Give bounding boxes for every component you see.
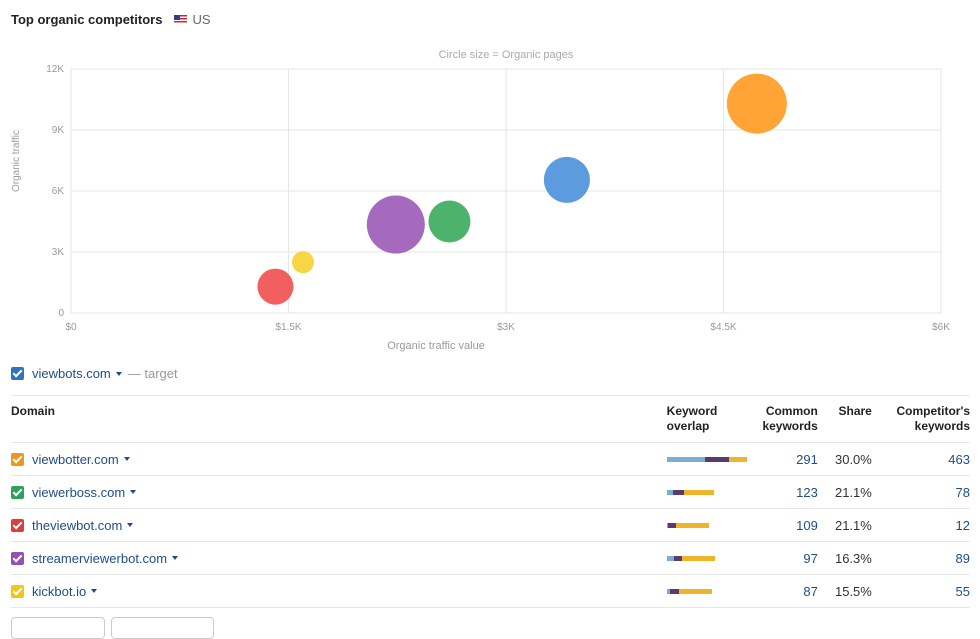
chevron-down-icon[interactable] bbox=[91, 589, 98, 593]
competitor-keywords-link[interactable]: 89 bbox=[955, 550, 970, 566]
row-checkbox[interactable] bbox=[11, 518, 24, 532]
competitor-domain[interactable]: viewbotter.com bbox=[32, 451, 119, 467]
y-tick-label: 3K bbox=[52, 247, 65, 258]
x-axis-label: Organic traffic value bbox=[387, 340, 485, 352]
overlap-cell bbox=[666, 508, 755, 542]
common-keywords-link[interactable]: 109 bbox=[796, 517, 818, 533]
domain-cell: kickbot.io bbox=[11, 574, 667, 608]
competitor-keywords-link[interactable]: 78 bbox=[955, 484, 970, 500]
common-keywords-link[interactable]: 87 bbox=[803, 583, 818, 599]
common-keywords-cell: 123 bbox=[754, 475, 818, 509]
target-checkbox[interactable] bbox=[11, 367, 24, 380]
common-keywords-link[interactable]: 291 bbox=[796, 451, 818, 467]
competitor-domain[interactable]: kickbot.io bbox=[32, 583, 87, 599]
chevron-down-icon[interactable] bbox=[123, 457, 130, 461]
keyword-overlap-bar bbox=[666, 522, 709, 528]
col-competitor-keywords: Competitor's keywords bbox=[871, 395, 970, 443]
share-cell: 15.5% bbox=[817, 574, 872, 608]
chevron-down-icon[interactable] bbox=[172, 556, 179, 560]
y-tick-label: 6K bbox=[52, 186, 65, 197]
overlap-cell bbox=[666, 442, 755, 476]
common-keywords-cell: 109 bbox=[754, 508, 818, 542]
target-legend: viewbots.com — target bbox=[11, 366, 178, 381]
competitor-keywords-link[interactable]: 12 bbox=[955, 517, 970, 533]
overlap-cell bbox=[666, 541, 755, 575]
competitor-bubble bbox=[257, 268, 294, 305]
chevron-down-icon[interactable] bbox=[127, 523, 134, 527]
common-keywords-cell: 291 bbox=[754, 442, 818, 476]
competitors-table: Domain Keyword overlap Common keywords Sha… bbox=[11, 395, 970, 608]
keyword-overlap-bar bbox=[666, 456, 747, 462]
x-tick-label: $4.5K bbox=[710, 322, 736, 333]
competitor-bubble bbox=[366, 195, 425, 254]
domain-cell: viewerboss.com bbox=[11, 475, 667, 509]
competitor-domain[interactable]: viewerboss.com bbox=[32, 484, 126, 500]
x-tick-label: $0 bbox=[65, 322, 77, 333]
competitor-domain[interactable]: streamerviewerbot.com bbox=[32, 550, 168, 566]
x-tick-label: $1.5K bbox=[275, 322, 301, 333]
col-keyword-overlap: Keyword overlap bbox=[666, 395, 755, 443]
domain-cell: viewbotter.com bbox=[11, 442, 667, 476]
table-row: theviewbot.com 109 21.1% 12 bbox=[11, 508, 970, 542]
competitor-keywords-cell: 89 bbox=[871, 541, 970, 575]
common-keywords-cell: 87 bbox=[754, 574, 818, 608]
chart-title: Circle size = Organic pages bbox=[439, 49, 574, 61]
table-row: viewbotter.com 291 30.0% 463 bbox=[11, 442, 970, 476]
chevron-down-icon[interactable] bbox=[130, 490, 137, 494]
competitor-bubble-chart: Circle size = Organic pages $0 $1.5K $3K $4.… bbox=[11, 49, 950, 352]
target-note: — target bbox=[127, 366, 178, 381]
keyword-overlap-bar bbox=[666, 489, 714, 495]
competitor-keywords-link[interactable]: 463 bbox=[948, 451, 970, 467]
y-tick-label: 0 bbox=[58, 308, 64, 319]
y-tick-label: 12K bbox=[46, 64, 64, 75]
competitor-keywords-link[interactable]: 55 bbox=[955, 583, 970, 599]
common-keywords-link[interactable]: 97 bbox=[803, 550, 818, 566]
table-header-row: Domain Keyword overlap Common keywords Sha… bbox=[11, 395, 970, 443]
share-cell: 21.1% bbox=[817, 475, 872, 509]
competitor-domain[interactable]: theviewbot.com bbox=[32, 517, 123, 533]
common-keywords-link[interactable]: 123 bbox=[796, 484, 818, 500]
competitor-keywords-cell: 55 bbox=[871, 574, 970, 608]
export-button[interactable] bbox=[11, 617, 105, 639]
row-checkbox[interactable] bbox=[11, 551, 24, 565]
competitor-keywords-cell: 463 bbox=[871, 442, 970, 476]
widget-header: Top organic competitors US bbox=[11, 10, 211, 28]
competitor-bubble bbox=[543, 156, 590, 203]
row-checkbox[interactable] bbox=[11, 584, 24, 598]
x-tick-label: $6K bbox=[932, 322, 950, 333]
competitor-keywords-cell: 12 bbox=[871, 508, 970, 542]
country-label: US bbox=[192, 11, 211, 27]
col-share: Share bbox=[817, 395, 872, 443]
share-cell: 21.1% bbox=[817, 508, 872, 542]
chevron-down-icon[interactable] bbox=[115, 371, 122, 376]
keyword-overlap-bar bbox=[666, 588, 712, 594]
share-cell: 16.3% bbox=[817, 541, 872, 575]
domain-cell: theviewbot.com bbox=[11, 508, 667, 542]
col-common-keywords: Common keywords bbox=[754, 395, 818, 443]
table-row: kickbot.io 87 15.5% 55 bbox=[11, 574, 970, 608]
overlap-cell bbox=[666, 574, 755, 608]
row-checkbox[interactable] bbox=[11, 452, 24, 466]
row-checkbox[interactable] bbox=[11, 485, 24, 499]
us-flag-icon bbox=[174, 14, 188, 24]
domain-cell: streamerviewerbot.com bbox=[11, 541, 667, 575]
col-domain: Domain bbox=[11, 395, 667, 443]
common-keywords-cell: 97 bbox=[754, 541, 818, 575]
competitor-keywords-cell: 78 bbox=[871, 475, 970, 509]
table-row: viewerboss.com 123 21.1% 78 bbox=[11, 475, 970, 509]
competitor-bubble bbox=[726, 73, 787, 134]
x-tick-label: $3K bbox=[497, 322, 515, 333]
table-row: streamerviewerbot.com 97 16.3% 89 bbox=[11, 541, 970, 575]
target-domain[interactable]: viewbots.com bbox=[32, 366, 111, 381]
widget-title: Top organic competitors bbox=[11, 11, 163, 27]
competitor-bubble bbox=[292, 251, 314, 274]
keyword-overlap-bar bbox=[666, 555, 715, 561]
y-axis-label: Organic traffic bbox=[11, 130, 22, 192]
overlap-cell bbox=[666, 475, 755, 509]
competitor-bubble bbox=[428, 200, 471, 243]
y-tick-label: 9K bbox=[52, 125, 65, 136]
view-all-button[interactable] bbox=[111, 617, 214, 639]
share-cell: 30.0% bbox=[817, 442, 872, 476]
